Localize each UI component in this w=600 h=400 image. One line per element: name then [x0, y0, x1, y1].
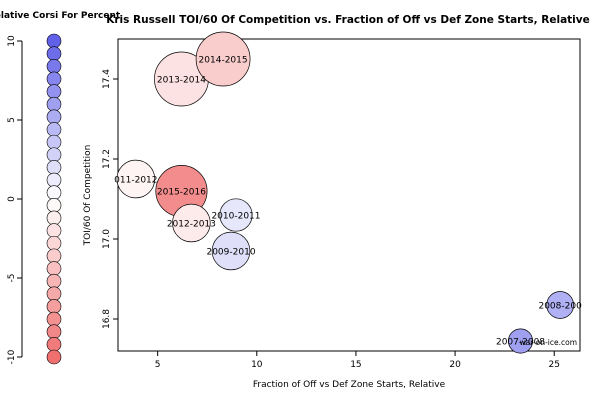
y-tick-label: 17.4 — [102, 69, 112, 89]
legend-circle — [46, 134, 62, 150]
legend-circle — [46, 324, 62, 340]
legend-circle — [46, 109, 62, 125]
bubble-label-2013-2014: 2013-2014 — [157, 76, 206, 86]
legend-tick-label: 5 — [7, 117, 17, 123]
bubble-2014-2015 — [195, 31, 251, 87]
y-axis-label: TOI/60 Of Competition — [83, 145, 93, 247]
x-tick-label: 25 — [548, 360, 559, 370]
y-axis: 16.8 17.0 17.2 17.4 — [102, 69, 119, 329]
bubble-2010-2011 — [219, 198, 253, 232]
y-tick-label: 17.2 — [102, 149, 112, 169]
legend-circle — [46, 172, 62, 188]
legend-tick-label: -5 — [7, 274, 17, 283]
x-axis-label: Fraction of Off vs Def Zone Starts, Rela… — [253, 380, 446, 390]
legend-circle — [46, 71, 62, 87]
legend-circle — [46, 210, 62, 226]
bubble-label-2014-2015: 2014-2015 — [199, 56, 248, 66]
legend-circle — [46, 198, 62, 213]
legend-circle — [46, 261, 62, 276]
legend-tick-label: -10 — [7, 349, 17, 364]
legend-circle — [46, 33, 62, 49]
legend-circle — [46, 337, 62, 352]
legend-circle — [46, 160, 62, 175]
y-tick-label: 16.8 — [102, 309, 112, 329]
bubble-label-2012-2013: 2012-2013 — [167, 220, 216, 230]
bubble-label-2009-2010: 2009-2010 — [206, 248, 255, 258]
legend-circle — [46, 235, 62, 251]
bubble-2009-2010 — [211, 231, 251, 271]
legend-title: Relative Corsi For Percent — [0, 11, 121, 21]
y-tick-label: 17.0 — [102, 229, 112, 249]
legend-circle — [46, 122, 62, 137]
bubble-labels: 2007-2008 2008-200 2009-2010 2010-2011 011-2… — [114, 56, 582, 348]
bubbles — [116, 31, 575, 354]
bubble-label-011-2012: 011-2012 — [114, 176, 157, 186]
bubble-2007-2008 — [508, 328, 534, 354]
x-tick-label: 5 — [155, 360, 161, 370]
legend-tick-label: 0 — [7, 196, 17, 202]
legend-circle — [46, 223, 62, 238]
x-tick-label: 10 — [251, 360, 263, 370]
x-axis: 5 10 15 20 25 — [155, 350, 560, 370]
legend-circles — [46, 33, 62, 365]
legend-circle — [46, 58, 62, 74]
legend-circle — [46, 248, 62, 264]
chart-title: Kris Russell TOI/60 Of Competition vs. F… — [106, 14, 590, 26]
main-plot: Kris Russell TOI/60 Of Competition vs. F… — [83, 14, 590, 390]
legend-circle — [46, 349, 62, 365]
legend-axis: 10 5 0 -5 -10 — [7, 35, 23, 364]
bubble-label-2010-2011: 2010-2011 — [211, 212, 260, 222]
legend-circle — [46, 96, 62, 112]
bubble-label-2007-2008: 2007-2008 — [496, 338, 545, 348]
bubble-2008-200 — [546, 291, 575, 319]
legend-circle — [46, 273, 62, 289]
corsi-legend: Relative Corsi For Percent 10 5 0 -5 -10 — [0, 11, 121, 364]
legend-circle — [46, 46, 62, 61]
bubble-2012-2013 — [172, 203, 211, 243]
legend-circle — [46, 84, 62, 99]
legend-circle — [46, 311, 62, 327]
watermark: war-on-ice.com — [520, 338, 577, 347]
legend-circle — [46, 185, 62, 200]
x-tick-label: 20 — [449, 360, 461, 370]
legend-circle — [46, 286, 62, 302]
bubble-label-2015-2016: 2015-2016 — [157, 188, 206, 198]
bubble-label-2008-200: 2008-200 — [538, 302, 582, 312]
legend-circle — [46, 299, 62, 314]
legend-circle — [46, 147, 62, 163]
legend-tick-label: 10 — [7, 35, 17, 47]
x-tick-label: 15 — [350, 360, 361, 370]
bubble-011-2012 — [116, 159, 156, 199]
